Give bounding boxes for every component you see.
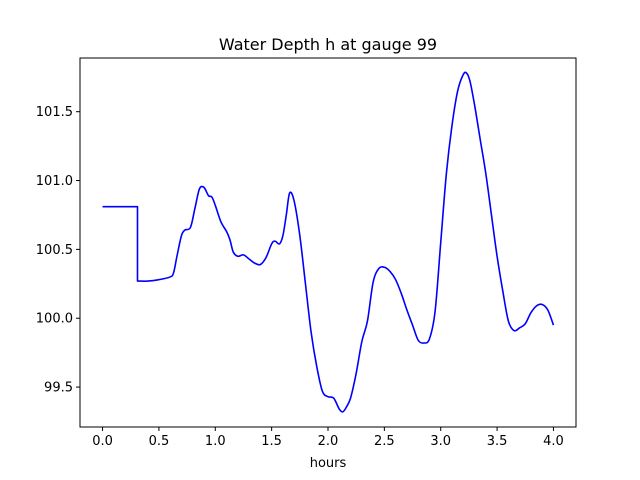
x-tick-label: 1.5 — [261, 434, 282, 449]
plot-frame — [79, 57, 577, 428]
y-tick-label: 101.5 — [36, 105, 73, 120]
y-tick-label: 100.0 — [36, 312, 73, 327]
y-tick-label: 100.5 — [36, 243, 73, 258]
x-axis-label: hours — [310, 456, 347, 471]
x-tick-label: 2.5 — [374, 434, 395, 449]
y-tick-label: 99.5 — [44, 381, 73, 396]
x-tick-label: 4.0 — [543, 434, 564, 449]
x-tick-label: 0.5 — [149, 434, 170, 449]
x-tick-label: 3.5 — [487, 434, 508, 449]
x-tick-label: 1.0 — [205, 434, 226, 449]
x-tick-label: 2.0 — [318, 434, 339, 449]
x-tick-label: 0.0 — [92, 434, 113, 449]
x-tick-label: 3.0 — [430, 434, 451, 449]
series-line — [102, 71, 555, 413]
axis-ticks: 0.0 0.5 1.0 1.5 2.0 2.5 3.0 3.5 4.0 99.5 100.0 100.… — [36, 105, 564, 449]
chart-title: Water Depth h at gauge 99 — [219, 35, 437, 54]
y-tick-label: 101.0 — [36, 174, 73, 189]
